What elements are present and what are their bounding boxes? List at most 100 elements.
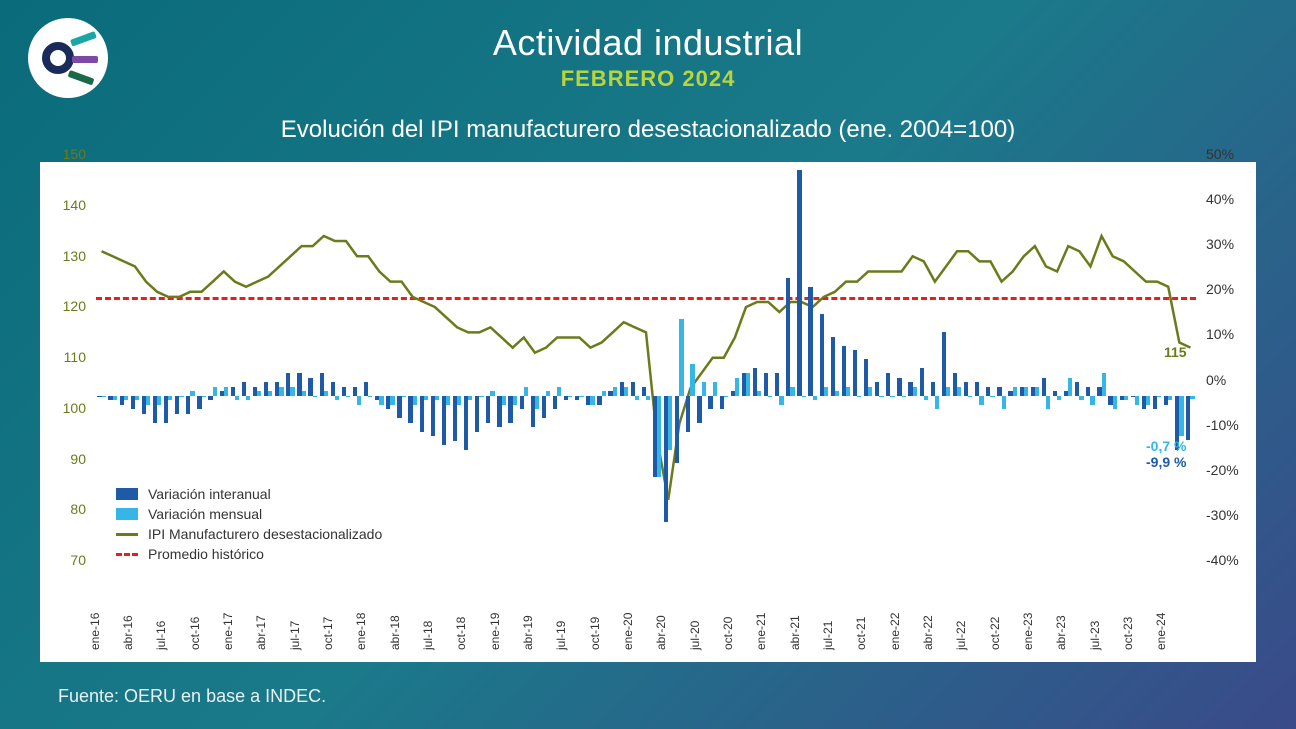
bar-monthly (146, 396, 150, 405)
page-subtitle: FEBRERO 2024 (0, 66, 1296, 92)
bar-monthly (757, 391, 761, 396)
x-tick: oct-19 (588, 617, 602, 650)
legend: Variación interanual Variación mensual I… (116, 482, 382, 566)
bar-monthly (190, 391, 194, 396)
bar-monthly (546, 391, 550, 396)
bar-interannual (986, 387, 990, 396)
y2-tick: 0% (1206, 372, 1226, 388)
bar-interannual (642, 387, 646, 396)
bar-interannual (786, 278, 790, 395)
x-tick: jul-22 (954, 621, 968, 650)
bar-interannual (975, 382, 979, 396)
bar-monthly (1057, 396, 1061, 401)
bar-interannual (997, 387, 1001, 396)
bar-interannual (231, 387, 235, 396)
x-tick: jul-16 (154, 621, 168, 650)
bar-interannual (1153, 396, 1157, 410)
header: Actividad industrial FEBRERO 2024 Evoluc… (0, 0, 1296, 144)
x-axis: ene-16abr-16jul-16oct-16ene-17abr-17jul-… (96, 578, 1196, 662)
bar-monthly (335, 396, 339, 401)
x-tick: abr-17 (254, 615, 268, 650)
bar-interannual (364, 382, 368, 396)
bar-monthly (668, 396, 672, 450)
bar-monthly (713, 382, 717, 396)
x-tick: oct-17 (321, 617, 335, 650)
bar-interannual (397, 396, 401, 419)
x-tick: jul-23 (1088, 621, 1102, 650)
y2-tick: 40% (1206, 191, 1234, 207)
y2-tick: 10% (1206, 326, 1234, 342)
bar-monthly (557, 387, 561, 396)
bar-interannual (197, 396, 201, 410)
bar-monthly (902, 396, 906, 397)
bar-monthly (1113, 396, 1117, 410)
legend-ipi-label: IPI Manufacturero desestacionalizado (148, 526, 382, 542)
source-text: Fuente: OERU en base a INDEC. (58, 686, 326, 707)
bar-interannual (1186, 396, 1190, 441)
bar-monthly (1102, 373, 1106, 396)
bar-interannual (920, 368, 924, 395)
bar-interannual (708, 396, 712, 410)
bar-monthly (246, 396, 250, 401)
bar-interannual (1042, 378, 1046, 396)
y2-tick: -30% (1206, 507, 1239, 523)
bar-monthly (746, 373, 750, 396)
x-tick: jul-21 (821, 621, 835, 650)
bar-interannual (675, 396, 679, 464)
bar-monthly (846, 387, 850, 396)
y1-tick: 70 (70, 552, 86, 568)
bar-interannual (964, 382, 968, 396)
bar-monthly (302, 391, 306, 396)
bar-monthly (802, 396, 806, 397)
x-tick: abr-20 (654, 615, 668, 650)
x-tick: oct-21 (854, 617, 868, 650)
bar-interannual (175, 396, 179, 414)
x-tick: oct-22 (988, 617, 1002, 650)
bar-monthly (590, 396, 594, 405)
bar-monthly (779, 396, 783, 405)
x-tick: jul-19 (554, 621, 568, 650)
bar-interannual (820, 314, 824, 395)
logo (28, 18, 108, 98)
x-tick: abr-18 (388, 615, 402, 650)
x-tick: ene-20 (621, 613, 635, 650)
bar-monthly (1035, 387, 1039, 396)
bar-monthly (724, 396, 728, 397)
x-tick: ene-17 (221, 613, 235, 650)
bar-monthly (1146, 396, 1150, 405)
bar-interannual (1086, 387, 1090, 396)
bar-monthly (290, 387, 294, 396)
bar-monthly (513, 396, 517, 405)
bar-interannual (486, 396, 490, 423)
bar-interannual (808, 287, 812, 395)
x-tick: ene-24 (1154, 613, 1168, 650)
bar-monthly (768, 396, 772, 397)
y1-tick: 150 (63, 146, 86, 162)
x-tick: oct-18 (454, 617, 468, 650)
bar-monthly (168, 396, 172, 401)
bar-interannual (475, 396, 479, 432)
bar-monthly (268, 391, 272, 396)
bar-interannual (208, 396, 212, 401)
bar-monthly (479, 396, 483, 397)
bar-monthly (1002, 396, 1006, 410)
bar-monthly (502, 396, 506, 405)
bar-monthly (535, 396, 539, 410)
x-tick: abr-22 (921, 615, 935, 650)
bar-monthly (279, 387, 283, 396)
bar-interannual (597, 396, 601, 405)
bar-monthly (113, 396, 117, 401)
bar-interannual (342, 387, 346, 396)
bar-monthly (1179, 396, 1183, 437)
bar-interannual (331, 382, 335, 396)
x-tick: oct-16 (188, 617, 202, 650)
bar-interannual (764, 373, 768, 396)
y1-tick: 90 (70, 451, 86, 467)
x-tick: jul-17 (288, 621, 302, 650)
bar-interannual (242, 382, 246, 396)
bar-interannual (420, 396, 424, 432)
x-tick: abr-16 (121, 615, 135, 650)
bar-monthly (1079, 396, 1083, 401)
bar-monthly (1190, 396, 1194, 399)
y1-tick: 120 (63, 298, 86, 314)
